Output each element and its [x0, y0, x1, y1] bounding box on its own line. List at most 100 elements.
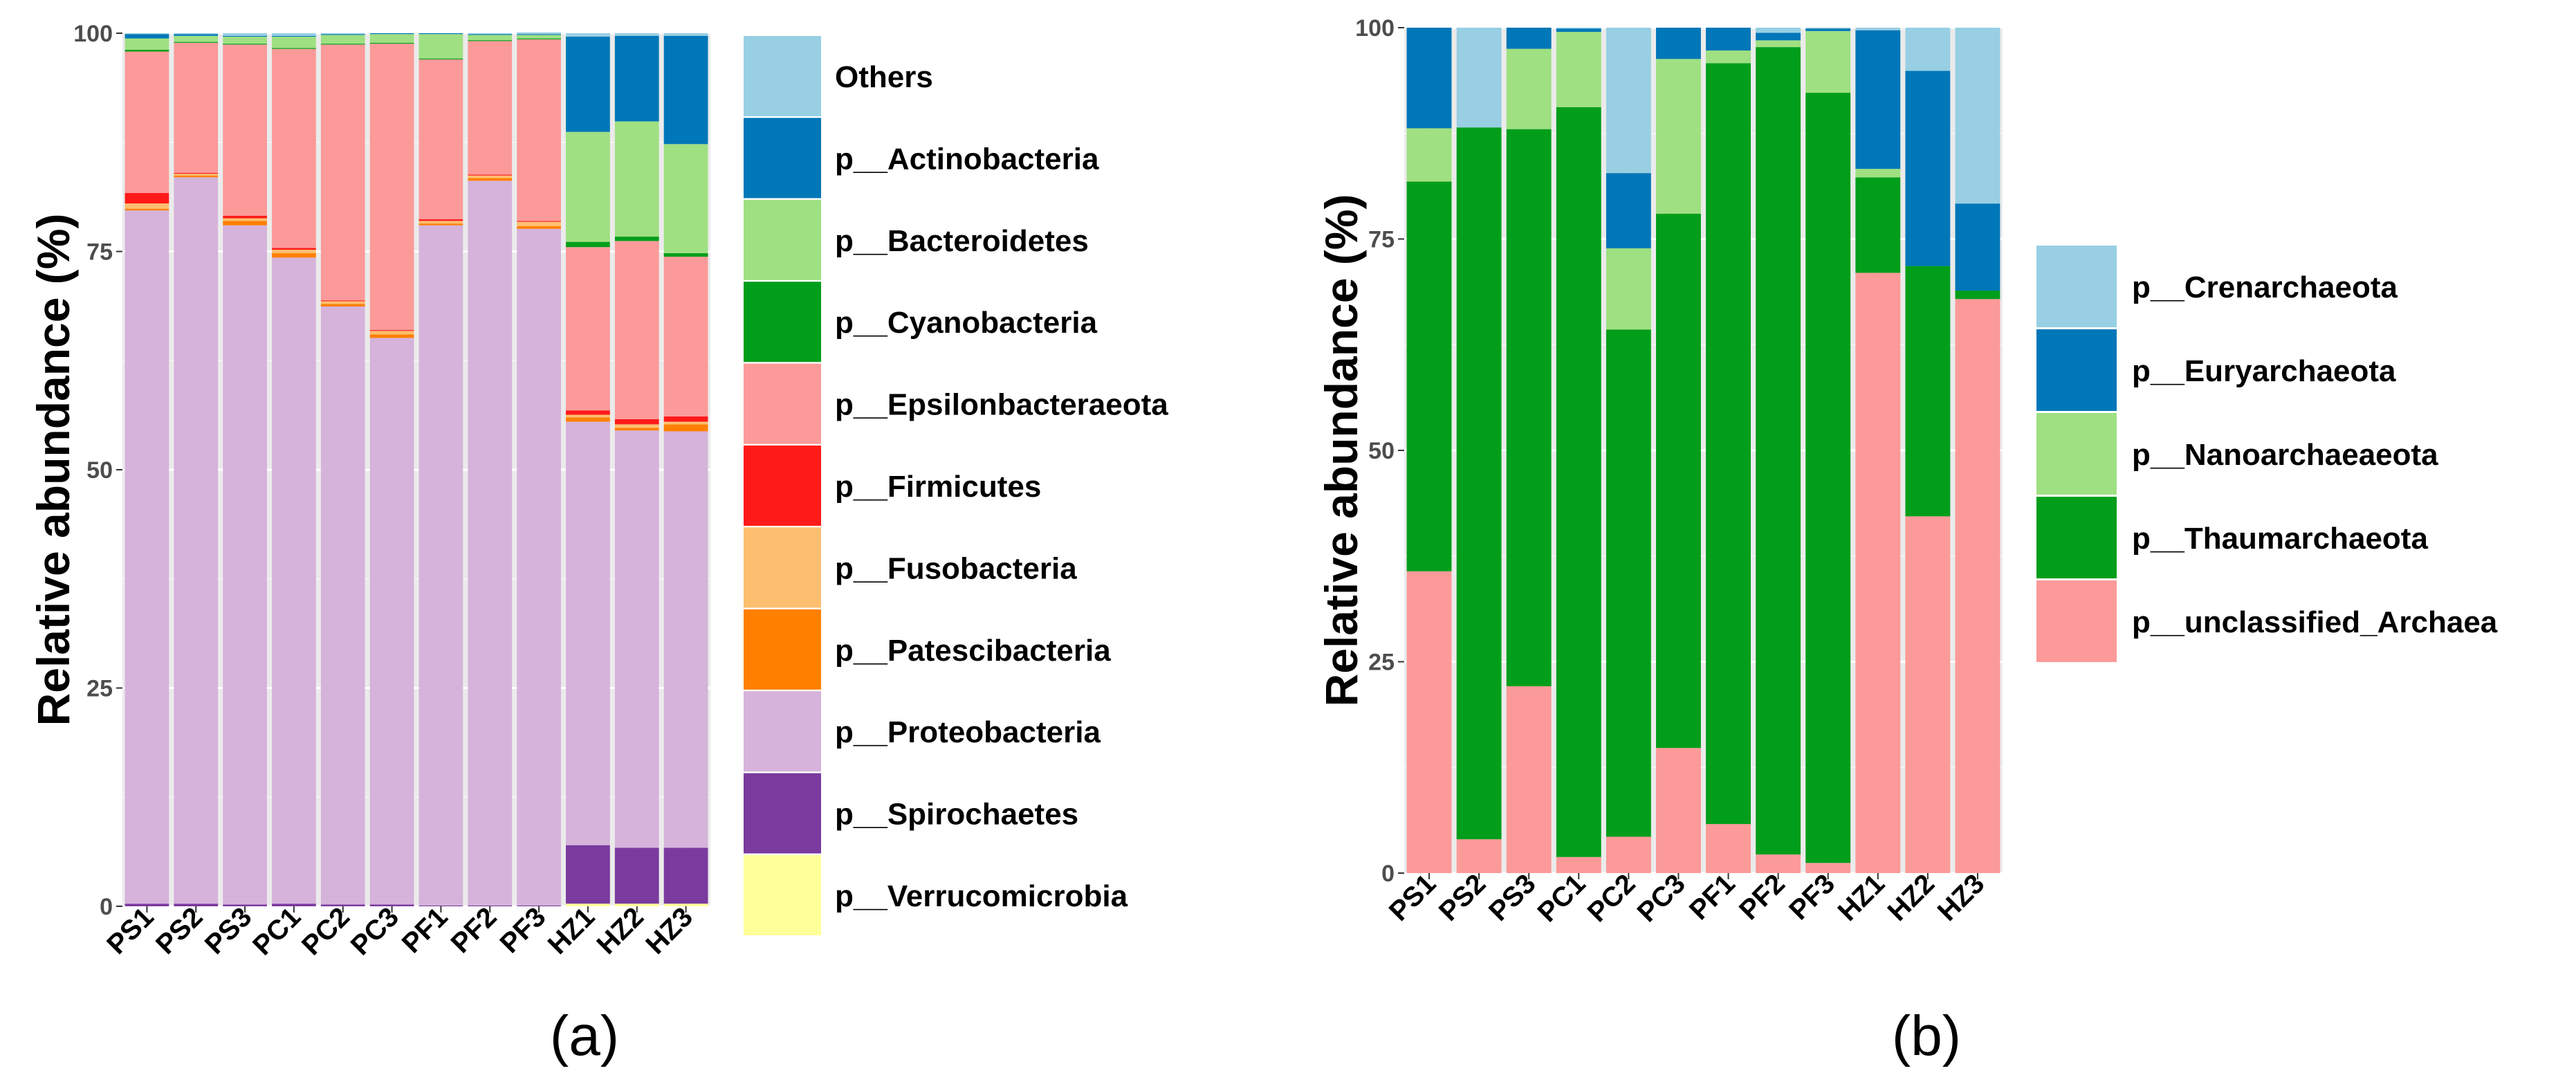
bar-segment — [223, 37, 267, 44]
legend-label: p__Cyanobacteria — [835, 306, 1098, 340]
y-tick-label: 0 — [100, 894, 113, 920]
bar-segment — [566, 904, 610, 906]
bar-segment — [1855, 28, 1901, 30]
bar-segment — [663, 847, 708, 904]
legend-label: p__Euryarchaeota — [2132, 354, 2396, 388]
panel-b-caption: (b) — [1892, 1005, 1961, 1067]
bar-segment — [566, 417, 610, 422]
bar-segment — [1805, 30, 1851, 93]
bar-segment — [614, 428, 659, 431]
bar-segment — [369, 44, 414, 331]
bar-segment — [1756, 28, 1801, 33]
bar-segment — [223, 221, 267, 226]
legend-swatch — [744, 199, 821, 280]
bar-segment — [517, 34, 561, 35]
bar-segment — [272, 257, 316, 904]
panel-a-chart: 0 25 50 75 100 PS1PS2PS3PC1PC2PC3PF1PF2PF3HZ… — [28, 21, 1168, 1067]
bar-segment — [174, 33, 219, 35]
bar-segment — [517, 35, 561, 39]
bar-segment — [566, 33, 610, 37]
bar-segment — [174, 172, 219, 174]
bar-segment — [517, 39, 561, 221]
bar-segment — [174, 35, 219, 42]
bar-segment — [663, 144, 708, 254]
bar-segment — [1756, 47, 1801, 855]
bar-segment — [517, 221, 561, 226]
bar-segment — [1855, 177, 1901, 273]
legend-label: p__Fusobacteria — [835, 551, 1077, 585]
legend-swatch — [744, 446, 821, 526]
x-tick-label: PF1 — [1684, 868, 1741, 926]
bar-segment — [1805, 93, 1851, 863]
bar-segment — [272, 48, 316, 248]
legend-label: p__Bacteroidetes — [835, 224, 1089, 258]
bar-segment — [468, 35, 513, 41]
bar-segment — [566, 247, 610, 411]
legend-label: p__Nanoarchaeaeota — [2132, 438, 2438, 472]
legend-swatch — [744, 118, 821, 199]
bar-segment — [418, 219, 463, 221]
panel-a-caption: (a) — [550, 1005, 619, 1067]
bar-segment — [1955, 28, 2000, 204]
bar-segment — [468, 181, 513, 906]
bar-segment — [1855, 169, 1901, 178]
legend-label: p__Firmicutes — [835, 470, 1041, 504]
x-tick-label: PF2 — [445, 901, 503, 959]
bar-segment — [1905, 266, 1951, 517]
bar-segment — [1406, 181, 1452, 571]
y-tick-label: 0 — [1381, 861, 1395, 887]
bar-segment — [468, 34, 513, 35]
bar-segment — [663, 431, 708, 848]
bar-segment — [1756, 854, 1801, 873]
legend-swatch — [744, 363, 821, 444]
bar-segment — [1656, 213, 1701, 749]
bar-segment — [468, 40, 513, 42]
bar-segment — [1756, 33, 1801, 41]
bar-segment — [614, 847, 659, 904]
bar-segment — [1606, 836, 1651, 873]
bar-segment — [320, 306, 365, 905]
bar-segment — [1456, 839, 1502, 873]
bar-segment — [614, 419, 659, 425]
x-tick-label: HZ2 — [1882, 868, 1941, 927]
bar-segment — [272, 248, 316, 250]
bar-segment — [1656, 59, 1701, 214]
bar-segment — [1805, 28, 1851, 31]
bar-segment — [320, 301, 365, 304]
legend-swatch — [744, 36, 821, 116]
bar-segment — [1506, 129, 1552, 686]
bar-segment — [468, 178, 513, 181]
panel-b-y-axis-title: Relative abundance (%) — [1316, 194, 1367, 707]
panel-a-bars — [125, 32, 708, 906]
bar-segment — [1556, 28, 1601, 33]
bar-segment — [663, 904, 708, 906]
y-tick-label: 100 — [1355, 15, 1395, 42]
y-tick-label: 50 — [1368, 438, 1395, 464]
bar-segment — [1855, 30, 1901, 169]
bar-segment — [125, 51, 169, 193]
legend-label: p__Proteobacteria — [835, 715, 1101, 749]
bar-segment — [125, 904, 169, 906]
bar-segment — [614, 33, 659, 36]
bar-segment — [320, 34, 365, 35]
bar-segment — [1706, 28, 1751, 51]
bar-segment — [1905, 28, 1951, 71]
bar-segment — [418, 221, 463, 224]
bar-segment — [369, 338, 414, 905]
legend-swatch — [744, 855, 821, 935]
bar-segment — [272, 35, 316, 37]
bar-segment — [614, 35, 659, 122]
x-tick-label: PS3 — [1483, 868, 1542, 927]
bar-segment — [125, 210, 169, 904]
bar-segment — [614, 121, 659, 237]
x-tick-label: HZ3 — [1932, 868, 1991, 927]
legend-label: p__unclassified_Archaea — [2132, 605, 2498, 639]
bar-segment — [174, 904, 219, 906]
y-tick-label: 100 — [73, 21, 113, 47]
legend-label: p__Verrucomicrobia — [835, 879, 1128, 913]
bar-segment — [614, 430, 659, 848]
bar-segment — [614, 424, 659, 428]
bar-segment — [517, 228, 561, 906]
legend-label: p__Crenarchaeota — [2132, 271, 2398, 304]
